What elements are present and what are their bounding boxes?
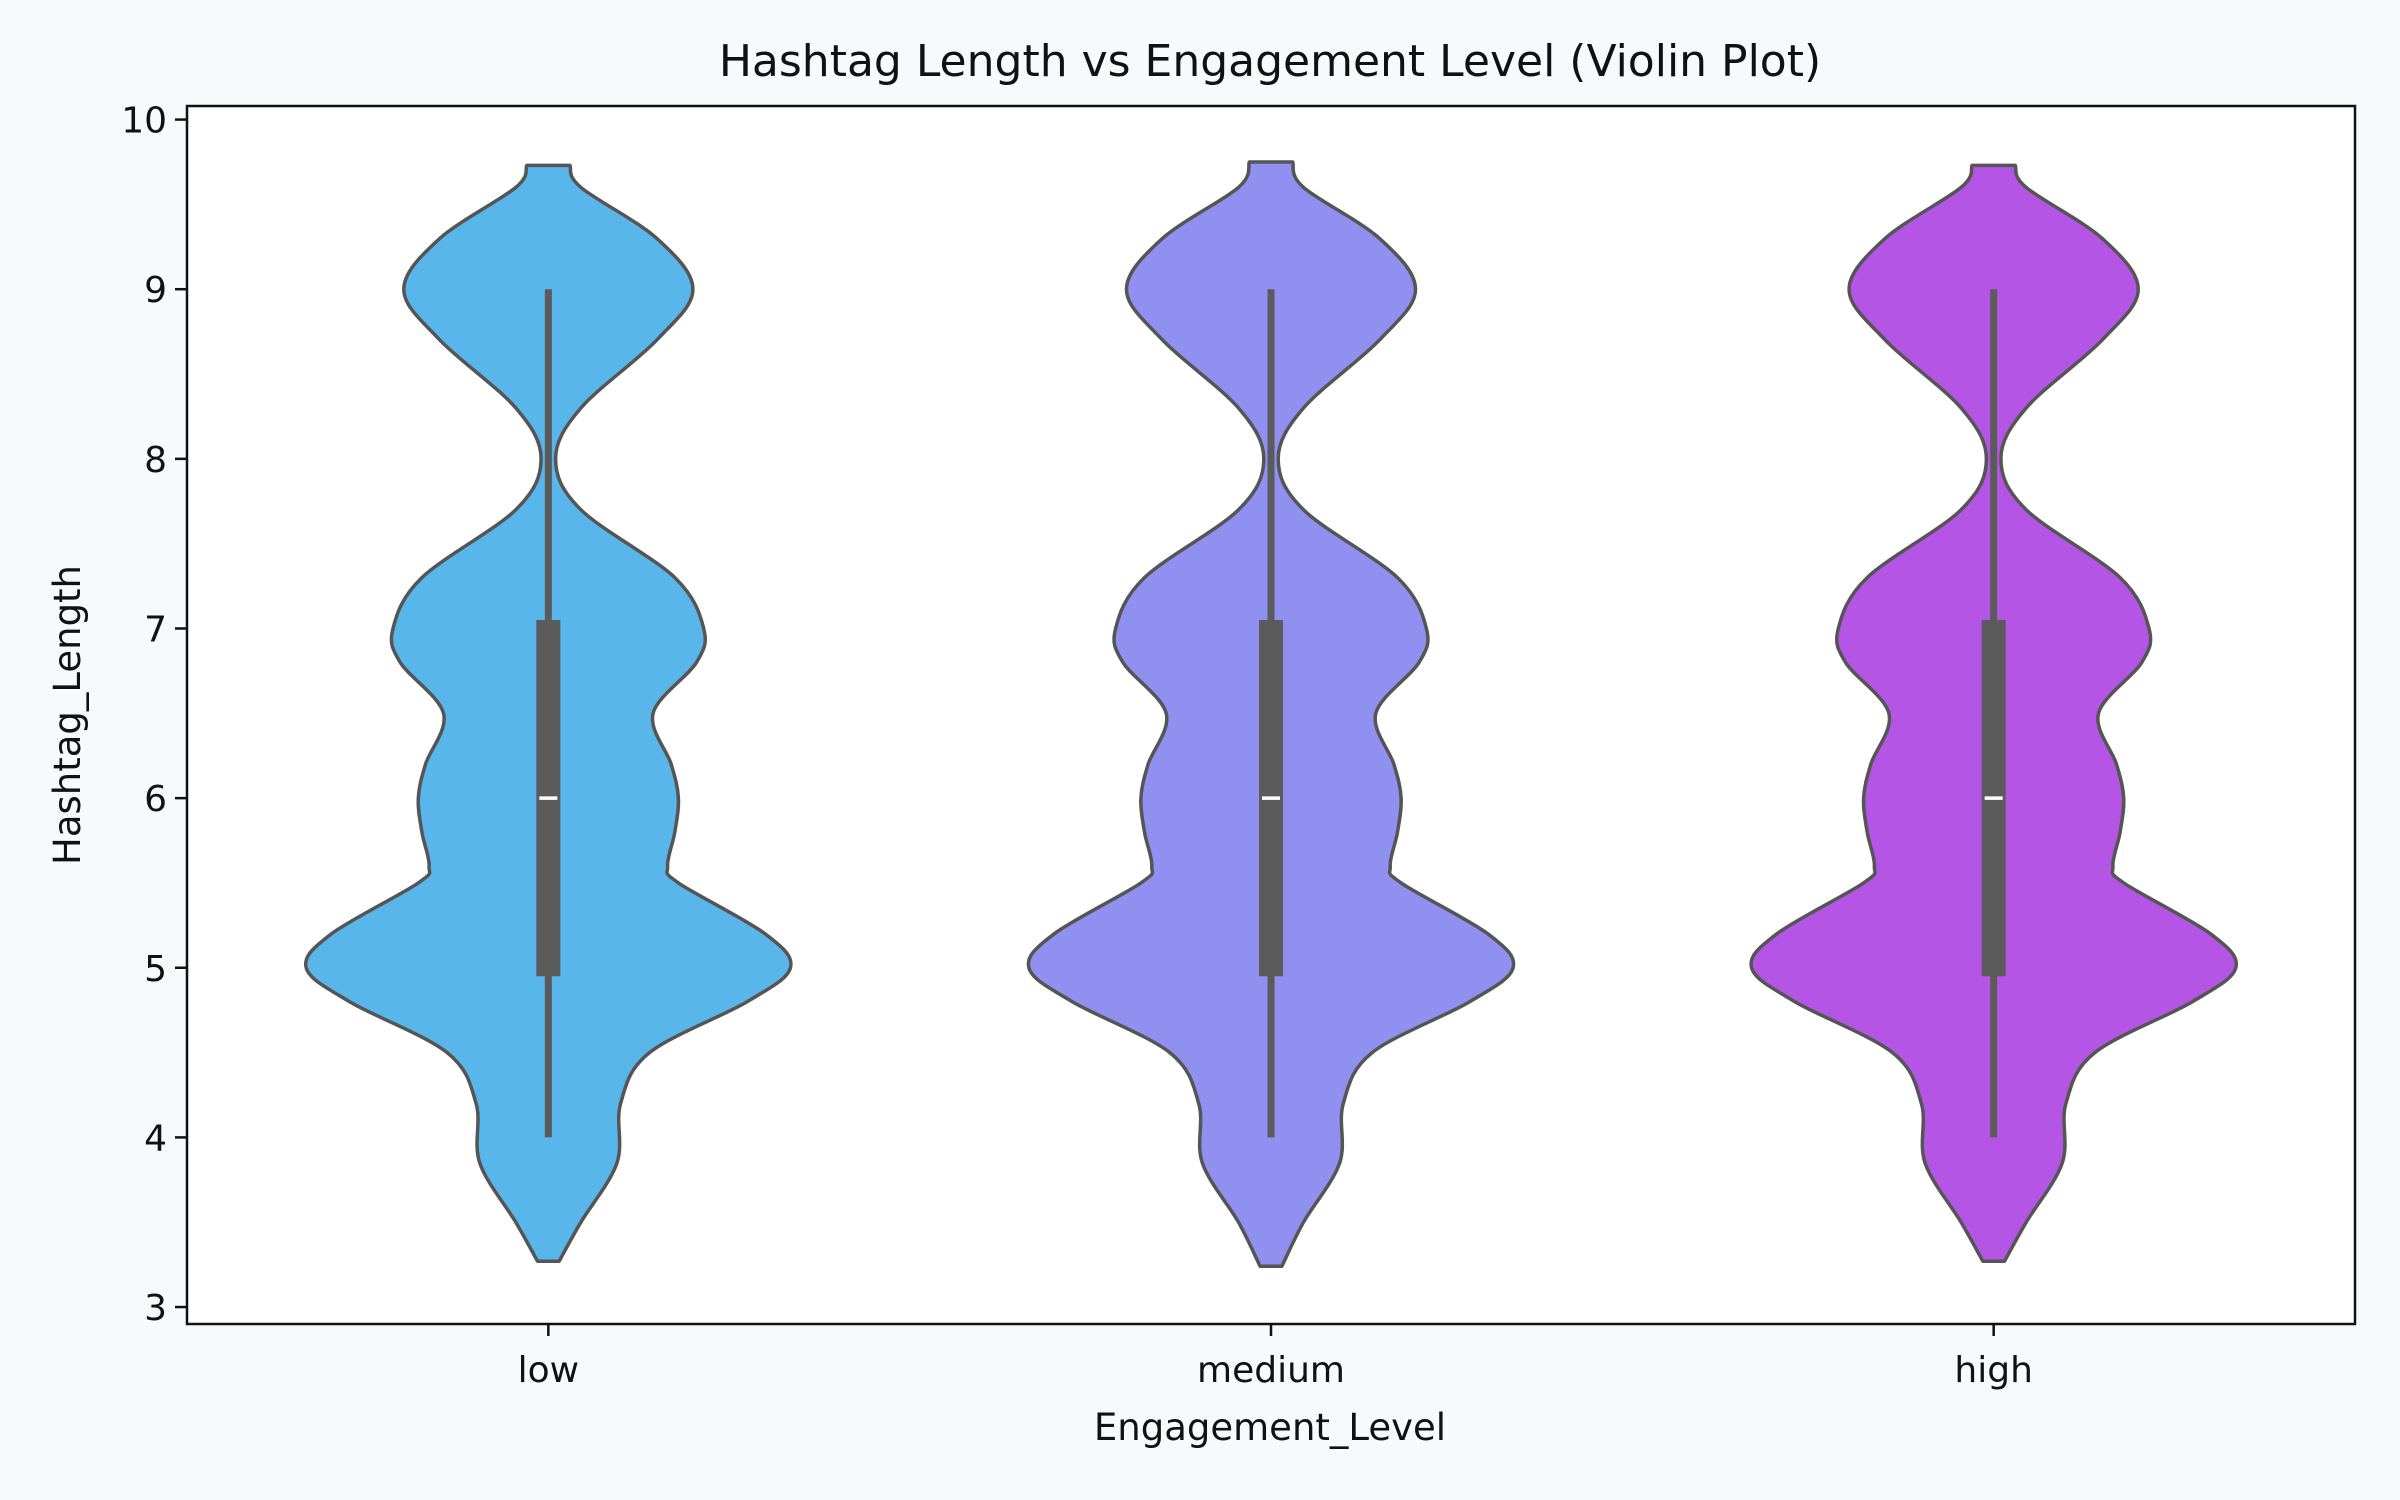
x-axis-label: Engagement_Level — [1094, 1406, 1446, 1449]
y-axis: 3 4 5 6 7 8 9 10 — [121, 101, 187, 1329]
plot-frame — [185, 104, 2357, 1326]
y-tick-label: 3 — [144, 1288, 167, 1329]
y-tick-label: 10 — [121, 101, 167, 142]
y-tick-label: 7 — [144, 609, 167, 650]
x-tick-label-high: high — [1954, 1350, 2033, 1391]
violins — [303, 160, 2239, 1269]
y-tick-label: 4 — [144, 1118, 167, 1159]
x-tick-label-medium: medium — [1197, 1350, 1345, 1391]
y-tick-label: 8 — [144, 440, 167, 481]
y-tick-label: 9 — [144, 270, 167, 311]
x-axis: low medium high — [518, 1324, 2033, 1391]
y-axis-label: Hashtag_Length — [46, 565, 89, 865]
y-tick-label: 6 — [144, 779, 167, 820]
chart-title: Hashtag Length vs Engagement Level (Viol… — [719, 36, 1821, 87]
x-tick-label-low: low — [518, 1350, 579, 1391]
y-tick-label: 5 — [144, 949, 167, 990]
